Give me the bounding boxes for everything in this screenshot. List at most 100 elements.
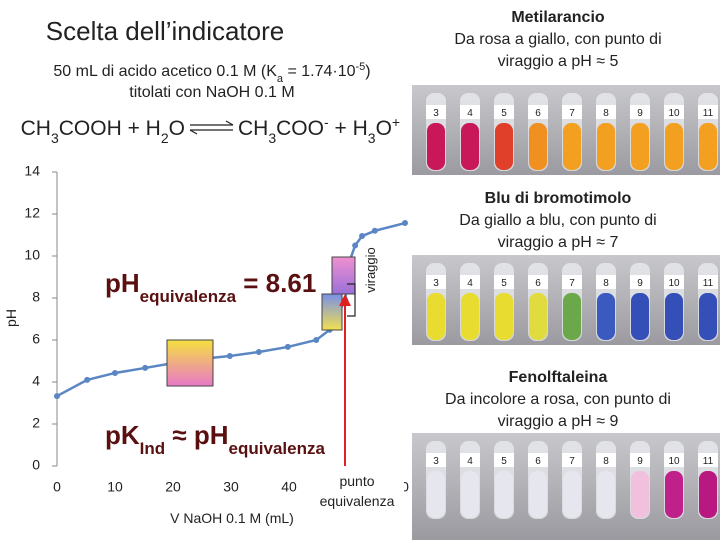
tube-label-bg [630,453,650,467]
tube-label: 6 [535,108,541,119]
pk-rule: pKInd ≈ pHequivalenza [105,420,325,458]
tube-liquid [597,471,615,518]
chart: 0 2 4 6 8 10 12 14 0 10 20 30 40 0 pH V NaOH 0.1 M (mL) [3,163,409,526]
tube-label: 4 [467,108,473,119]
color-box [166,339,214,387]
data-point [352,242,359,249]
tube-label: 9 [637,456,643,467]
tube-liquid [427,293,445,340]
tube-label-bg [664,453,684,467]
tube-label: 10 [668,456,680,467]
tube-label: 8 [603,108,609,119]
tube-label-bg [664,275,684,289]
x-tick-label: 40 [281,479,297,495]
tube-liquid [495,293,513,340]
y-tick-label: 0 [32,457,40,473]
tube-liquid [529,471,547,518]
tube-liquid [427,471,445,518]
tube-label-bg [596,453,616,467]
tube-label: 7 [569,278,575,289]
tube-liquid [563,471,581,518]
tube-label-bg [460,275,480,289]
equilibrium-arrow [189,120,234,135]
tube-liquid [461,123,479,170]
tube-liquid [699,471,717,518]
bracket [347,283,356,317]
tube-label: 5 [501,456,507,467]
equivalence-point: punto [339,473,374,489]
indicator-name: Blu di bromotimolo [485,190,632,207]
title: Scelta dell’indicatore [46,16,284,46]
tube-liquid [563,123,581,170]
y-tick-label: 6 [32,331,40,347]
tube-label-bg [630,275,650,289]
y-tick-label: 2 [32,415,40,431]
data-point [284,343,291,350]
conditions: 50 mL di acido acetico 0.1 M (Ka = 1.74·… [53,61,370,85]
tube-label-bg [494,275,514,289]
tube-liquid [631,293,649,340]
x-tick-label: 20 [165,479,181,495]
tube-liquid [699,123,717,170]
y-tick-label: 12 [24,205,40,221]
tube-label: 10 [668,278,680,289]
equation: CH3COO- + H3O+ [238,114,400,146]
tube-label-bg [596,275,616,289]
indicator-description: Da giallo a blu, con punto di [459,212,656,229]
tube-liquid [665,471,683,518]
color-box [331,256,356,295]
data-point [142,364,149,371]
tube-label-bg [698,453,718,467]
equation: CH3COOH + H2O [21,117,185,146]
tube-liquid [495,471,513,518]
tube-label-bg [528,453,548,467]
data-point [402,220,408,227]
data-point [359,233,366,240]
indicator-description: viraggio a pH ≈ 7 [498,234,619,251]
x-tick-label: 0 [401,479,409,495]
tube-label-bg [460,105,480,119]
y-tick-label: 10 [24,247,40,263]
tube-liquid [529,123,547,170]
tube-liquid [597,123,615,170]
tube-label: 7 [569,456,575,467]
tube-liquid [427,123,445,170]
tube-label: 8 [603,456,609,467]
x-tick-label: 30 [223,479,239,495]
indicator-description: Da incolore a rosa, con punto di [445,391,671,408]
tube-label-bg [698,275,718,289]
tube-label-bg [426,453,446,467]
color-box [321,293,343,331]
tube-label-bg [630,105,650,119]
ph-equivalence: pHequivalenza = 8.61 [105,268,316,306]
indicator-name: Metilarancio [511,9,605,26]
data-point [371,227,378,234]
tube-label: 5 [501,108,507,119]
y-tick-label: 4 [32,373,40,389]
tube-label-bg [562,105,582,119]
tube-liquid [529,293,547,340]
indicator-description: Da rosa a giallo, con punto di [454,31,661,48]
data-point [226,352,233,359]
tube-label: 6 [535,278,541,289]
tube-label: 11 [703,278,714,289]
viraggio-label: viraggio [363,247,378,293]
tube-liquid [563,293,581,340]
tube-label-bg [494,105,514,119]
x-tick-label: 0 [53,479,61,495]
tube-label-bg [698,105,718,119]
data-point [255,348,262,355]
tube-label-bg [528,275,548,289]
tube-label: 4 [467,456,473,467]
data-point [84,376,91,383]
indicators: Metilarancio Da rosa a giallo, con punto … [412,9,720,540]
tube-label: 11 [703,456,714,467]
tube-liquid [665,123,683,170]
tube-liquid [597,293,615,340]
indicator-description: viraggio a pH ≈ 5 [498,53,619,70]
tube-liquid [495,123,513,170]
tube-liquid [631,471,649,518]
tube-liquid [461,293,479,340]
x-axis-label: V NaOH 0.1 M (mL) [170,510,294,526]
